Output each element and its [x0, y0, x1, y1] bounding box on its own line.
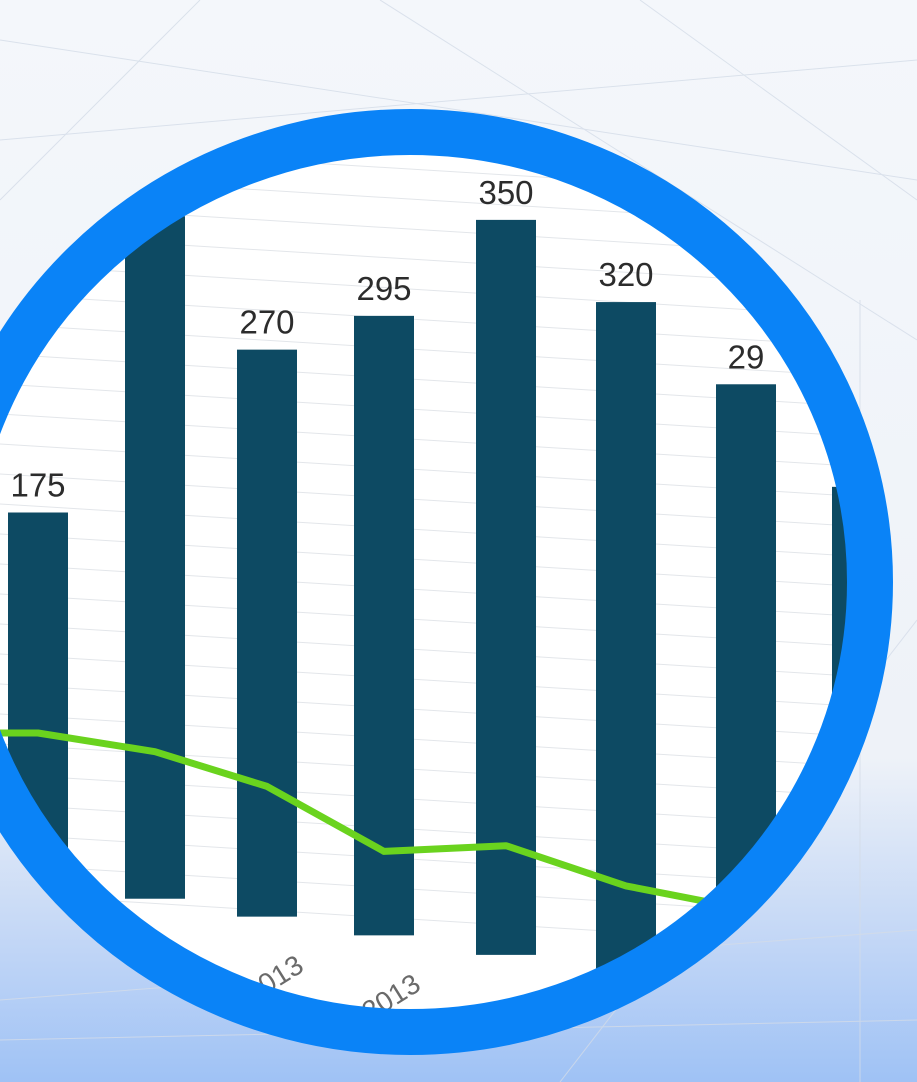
bar: [237, 349, 297, 917]
bar-value-label: 270: [239, 304, 294, 341]
bar-value-label: 295: [356, 270, 411, 307]
bar-value-label: 350: [478, 174, 533, 211]
bar-value-label: 175: [10, 467, 65, 504]
magnifier-ring: [0, 109, 893, 1055]
bar: [125, 216, 185, 899]
bar: [476, 219, 536, 955]
bar: [354, 315, 414, 936]
bar-value-label: 320: [598, 256, 653, 293]
bar-value-label: 29: [728, 338, 765, 375]
bar: [596, 302, 656, 975]
